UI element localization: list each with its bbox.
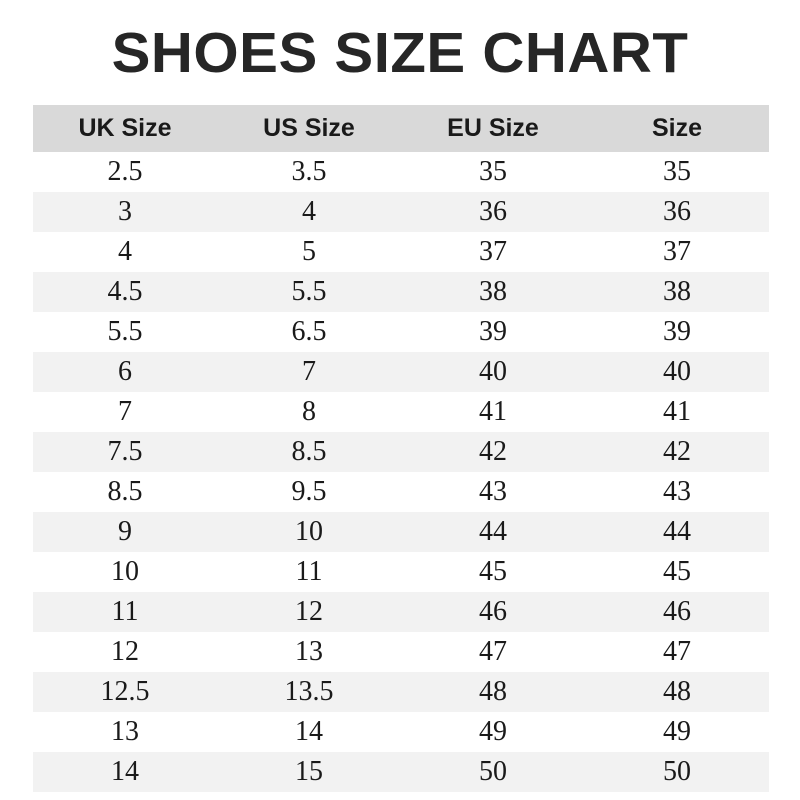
table-cell: 43 bbox=[663, 476, 691, 507]
table-cell: 13 bbox=[111, 716, 139, 747]
table-row: 13 14 49 49 bbox=[33, 712, 769, 752]
table-cell: 5.5 bbox=[107, 316, 143, 347]
table-row: 8.5 9.5 43 43 bbox=[33, 472, 769, 512]
column-header-size: Size bbox=[651, 114, 703, 142]
table-cell: 38 bbox=[663, 276, 691, 307]
column-header-eu-size: EU Size bbox=[447, 114, 539, 142]
page-title: SHOES SIZE CHART bbox=[111, 21, 689, 85]
table-cell: 9.5 bbox=[291, 476, 327, 507]
table-row: 10 11 45 45 bbox=[33, 552, 769, 592]
table-cell: 13.5 bbox=[284, 676, 334, 707]
table-cell: 49 bbox=[663, 716, 691, 747]
table-cell: 4.5 bbox=[107, 276, 143, 307]
table-row: 6 7 40 40 bbox=[33, 352, 769, 392]
table-cell: 7.5 bbox=[107, 436, 143, 467]
table-cell: 37 bbox=[479, 236, 507, 267]
table-row: 4.5 5.5 38 38 bbox=[33, 272, 769, 312]
table-cell: 6 bbox=[118, 356, 132, 387]
table-cell: 42 bbox=[479, 436, 507, 467]
table-cell: 4 bbox=[302, 196, 316, 227]
table-cell: 44 bbox=[479, 516, 507, 547]
table-row: 11 12 46 46 bbox=[33, 592, 769, 632]
table-cell: 47 bbox=[663, 636, 691, 667]
table-cell: 7 bbox=[302, 356, 316, 387]
table-cell: 37 bbox=[663, 236, 691, 267]
table-cell: 47 bbox=[479, 636, 507, 667]
table-row: 12 13 47 47 bbox=[33, 632, 769, 672]
table-cell: 12 bbox=[111, 636, 139, 667]
table-cell: 2.5 bbox=[107, 156, 143, 187]
table-row: 14 15 50 50 bbox=[33, 752, 769, 792]
table-cell: 10 bbox=[295, 516, 323, 547]
column-header-uk-size: UK Size bbox=[78, 114, 172, 142]
table-cell: 14 bbox=[295, 716, 323, 747]
table-cell: 11 bbox=[295, 556, 323, 587]
table-cell: 15 bbox=[295, 756, 323, 787]
table-row: 7.5 8.5 42 42 bbox=[33, 432, 769, 472]
table-header: UK Size US Size EU Size Size bbox=[33, 105, 769, 152]
table-row: 4 5 37 37 bbox=[33, 232, 769, 272]
table-cell: 6.5 bbox=[291, 316, 327, 347]
table-cell: 45 bbox=[663, 556, 691, 587]
shoes-size-table: UK Size US Size EU Size Size 2.5 3.5 35 35 3… bbox=[33, 105, 769, 792]
table-cell: 35 bbox=[663, 156, 691, 187]
table-cell: 12 bbox=[295, 596, 323, 627]
table-cell: 49 bbox=[479, 716, 507, 747]
table-cell: 36 bbox=[479, 196, 507, 227]
table-cell: 41 bbox=[479, 396, 507, 427]
table-cell: 38 bbox=[479, 276, 507, 307]
table-row: 7 8 41 41 bbox=[33, 392, 769, 432]
table-cell: 8 bbox=[302, 396, 316, 427]
table-cell: 50 bbox=[479, 756, 507, 787]
table-cell: 39 bbox=[663, 316, 691, 347]
table-cell: 48 bbox=[479, 676, 507, 707]
table-row: 9 10 44 44 bbox=[33, 512, 769, 552]
table-cell: 39 bbox=[479, 316, 507, 347]
table-row: 2.5 3.5 35 35 bbox=[33, 152, 769, 192]
table-header-row: UK Size US Size EU Size Size bbox=[33, 105, 769, 152]
table-cell: 9 bbox=[118, 516, 132, 547]
table-cell: 14 bbox=[111, 756, 139, 787]
table-cell: 7 bbox=[118, 396, 132, 427]
table-row: 5.5 6.5 39 39 bbox=[33, 312, 769, 352]
table-body: 2.5 3.5 35 35 3 4 36 36 4 5 37 37 4.5 5.5 38 38 5.5 6.5 39… bbox=[33, 152, 769, 792]
table-cell: 43 bbox=[479, 476, 507, 507]
table-cell: 10 bbox=[111, 556, 139, 587]
table-cell: 5.5 bbox=[291, 276, 327, 307]
table-cell: 40 bbox=[663, 356, 691, 387]
table-cell: 3.5 bbox=[291, 156, 327, 187]
table-cell: 8.5 bbox=[107, 476, 143, 507]
table-cell: 46 bbox=[479, 596, 507, 627]
table-cell: 45 bbox=[479, 556, 507, 587]
table-cell: 8.5 bbox=[291, 436, 327, 467]
table-cell: 48 bbox=[663, 676, 691, 707]
table-row: 12.5 13.5 48 48 bbox=[33, 672, 769, 712]
table-cell: 13 bbox=[295, 636, 323, 667]
table-cell: 35 bbox=[479, 156, 507, 187]
column-header-us-size: US Size bbox=[263, 114, 355, 142]
table-cell: 46 bbox=[663, 596, 691, 627]
table-cell: 3 bbox=[118, 196, 132, 227]
table-cell: 12.5 bbox=[100, 676, 150, 707]
table-row: 3 4 36 36 bbox=[33, 192, 769, 232]
table-cell: 42 bbox=[663, 436, 691, 467]
table-cell: 5 bbox=[302, 236, 316, 267]
table-cell: 41 bbox=[663, 396, 691, 427]
table-cell: 40 bbox=[479, 356, 507, 387]
table-cell: 11 bbox=[111, 596, 139, 627]
table-cell: 36 bbox=[663, 196, 691, 227]
table-cell: 4 bbox=[118, 236, 132, 267]
table-cell: 44 bbox=[663, 516, 691, 547]
table-cell: 50 bbox=[663, 756, 691, 787]
